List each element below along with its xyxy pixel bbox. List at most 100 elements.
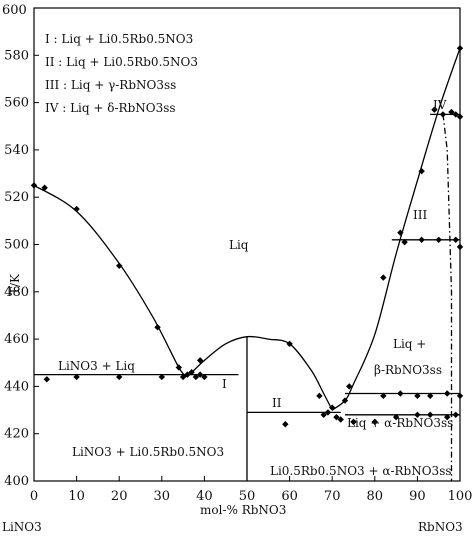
data-point bbox=[329, 404, 336, 411]
data-point bbox=[426, 392, 434, 400]
region-label-liq-beta-line1: Liq + bbox=[393, 337, 426, 351]
y-tick-label: 560 bbox=[4, 96, 29, 111]
y-tick-label: 400 bbox=[4, 474, 29, 489]
solvus-dashdot-line bbox=[442, 114, 453, 481]
x-tick-label: 100 bbox=[448, 489, 473, 504]
data-point bbox=[456, 45, 464, 52]
y-tick-label: 580 bbox=[4, 48, 29, 63]
region-label-lino3-liq: LiNO3 + Liq bbox=[58, 359, 135, 373]
data-point bbox=[380, 274, 387, 281]
data-point bbox=[188, 369, 195, 376]
data-point bbox=[316, 392, 323, 400]
data-point bbox=[73, 205, 80, 213]
data-point bbox=[41, 184, 48, 191]
data-point bbox=[414, 411, 421, 418]
phase-boundary-line bbox=[186, 335, 333, 411]
data-point bbox=[397, 390, 404, 397]
x-tick-label: 50 bbox=[239, 489, 256, 504]
data-point bbox=[158, 373, 165, 381]
region-label-liq-alpha: Liq + α-RbNO3ss bbox=[347, 416, 453, 430]
data-point bbox=[333, 413, 340, 421]
phase-boundary-line bbox=[33, 184, 188, 378]
data-point bbox=[286, 340, 293, 348]
y-tick-label: 500 bbox=[4, 238, 29, 253]
data-point bbox=[175, 364, 183, 371]
x-tick-label: 90 bbox=[409, 489, 426, 504]
y-tick-label: 460 bbox=[4, 332, 29, 347]
x-tick-label: 0 bbox=[30, 489, 38, 504]
region-label-liq: Liq bbox=[229, 238, 249, 252]
x-axis-title: mol-% RbNO3 bbox=[200, 503, 286, 517]
region-label-I: I bbox=[222, 377, 227, 391]
data-point bbox=[448, 108, 455, 116]
data-point bbox=[201, 373, 208, 381]
data-point bbox=[444, 413, 451, 421]
data-point bbox=[456, 113, 464, 120]
x-tick-label: 20 bbox=[111, 489, 128, 504]
data-point bbox=[337, 416, 344, 423]
data-point bbox=[397, 229, 404, 236]
phase-boundary-line bbox=[331, 47, 461, 411]
x-tick-label: 60 bbox=[281, 489, 298, 504]
data-point bbox=[154, 324, 161, 331]
data-point bbox=[452, 411, 459, 418]
x-tick-label: 70 bbox=[324, 489, 341, 504]
data-point bbox=[116, 373, 123, 381]
legend-item-1: I : Liq + Li0.5Rb0.5NO3 bbox=[45, 32, 193, 46]
data-point bbox=[418, 236, 425, 243]
x-tick-label: 10 bbox=[68, 489, 85, 504]
data-point bbox=[346, 383, 353, 390]
data-point bbox=[324, 409, 332, 416]
data-point bbox=[184, 371, 191, 378]
y-tick-label: 540 bbox=[4, 143, 29, 158]
legend-item-3: III : Liq + γ-RbNO3ss bbox=[45, 78, 176, 92]
data-point bbox=[30, 182, 38, 189]
region-label-lino3-compound: LiNO3 + Li0.5Rb0.5NO3 bbox=[72, 445, 224, 459]
y-tick-label: 480 bbox=[4, 285, 29, 300]
data-point bbox=[444, 390, 451, 397]
data-point bbox=[456, 392, 464, 400]
x-end-label-right: RbNO3 bbox=[418, 520, 463, 534]
data-point bbox=[196, 357, 204, 364]
region-label-III: III bbox=[413, 208, 427, 222]
data-point bbox=[452, 111, 459, 118]
data-point bbox=[73, 373, 80, 381]
data-point bbox=[282, 421, 289, 428]
y-tick-label: 520 bbox=[4, 190, 29, 205]
data-point bbox=[320, 411, 327, 418]
data-point bbox=[371, 418, 378, 426]
x-tick-label: 30 bbox=[154, 489, 171, 504]
legend-item-2: II : Liq + Li0.5Rb0.5NO3 bbox=[45, 55, 198, 69]
axis-ticks bbox=[33, 7, 461, 482]
y-tick-label: 440 bbox=[4, 379, 29, 394]
x-tick-labels: 0 10 20 30 40 50 60 70 80 90 100 bbox=[30, 489, 473, 504]
y-tick-label: 420 bbox=[4, 427, 29, 442]
data-point bbox=[392, 413, 400, 421]
data-point bbox=[43, 376, 50, 383]
y-tick-labels: 400 420 440 460 480 500 520 540 560 580 bbox=[4, 48, 29, 489]
x-end-label-left: LiNO3 bbox=[2, 520, 42, 534]
region-label-liq-beta-line2: β-RbNO3ss bbox=[374, 363, 442, 377]
region-label-IV: IV bbox=[433, 98, 447, 112]
data-point bbox=[452, 236, 459, 243]
data-point bbox=[380, 392, 387, 400]
data-point bbox=[435, 236, 442, 243]
data-point bbox=[341, 397, 349, 404]
data-point bbox=[350, 418, 357, 426]
data-point bbox=[401, 238, 408, 246]
data-point bbox=[414, 392, 421, 400]
data-points bbox=[30, 45, 464, 428]
x-tick-label: 80 bbox=[367, 489, 384, 504]
region-label-compound-alpha: Li0.5Rb0.5NO3 + α-RbNO3ss bbox=[270, 464, 452, 478]
data-point bbox=[418, 167, 425, 175]
legend-item-4: IV : Liq + δ-RbNO3ss bbox=[45, 101, 176, 115]
data-point bbox=[426, 411, 434, 418]
region-label-II: II bbox=[272, 396, 282, 410]
data-point bbox=[192, 373, 200, 381]
y-tick-label-top: 600 bbox=[2, 3, 27, 18]
data-point bbox=[439, 111, 447, 118]
y-axis-title: T/K bbox=[8, 273, 22, 295]
data-point bbox=[196, 371, 204, 378]
x-tick-label: 40 bbox=[196, 489, 213, 504]
